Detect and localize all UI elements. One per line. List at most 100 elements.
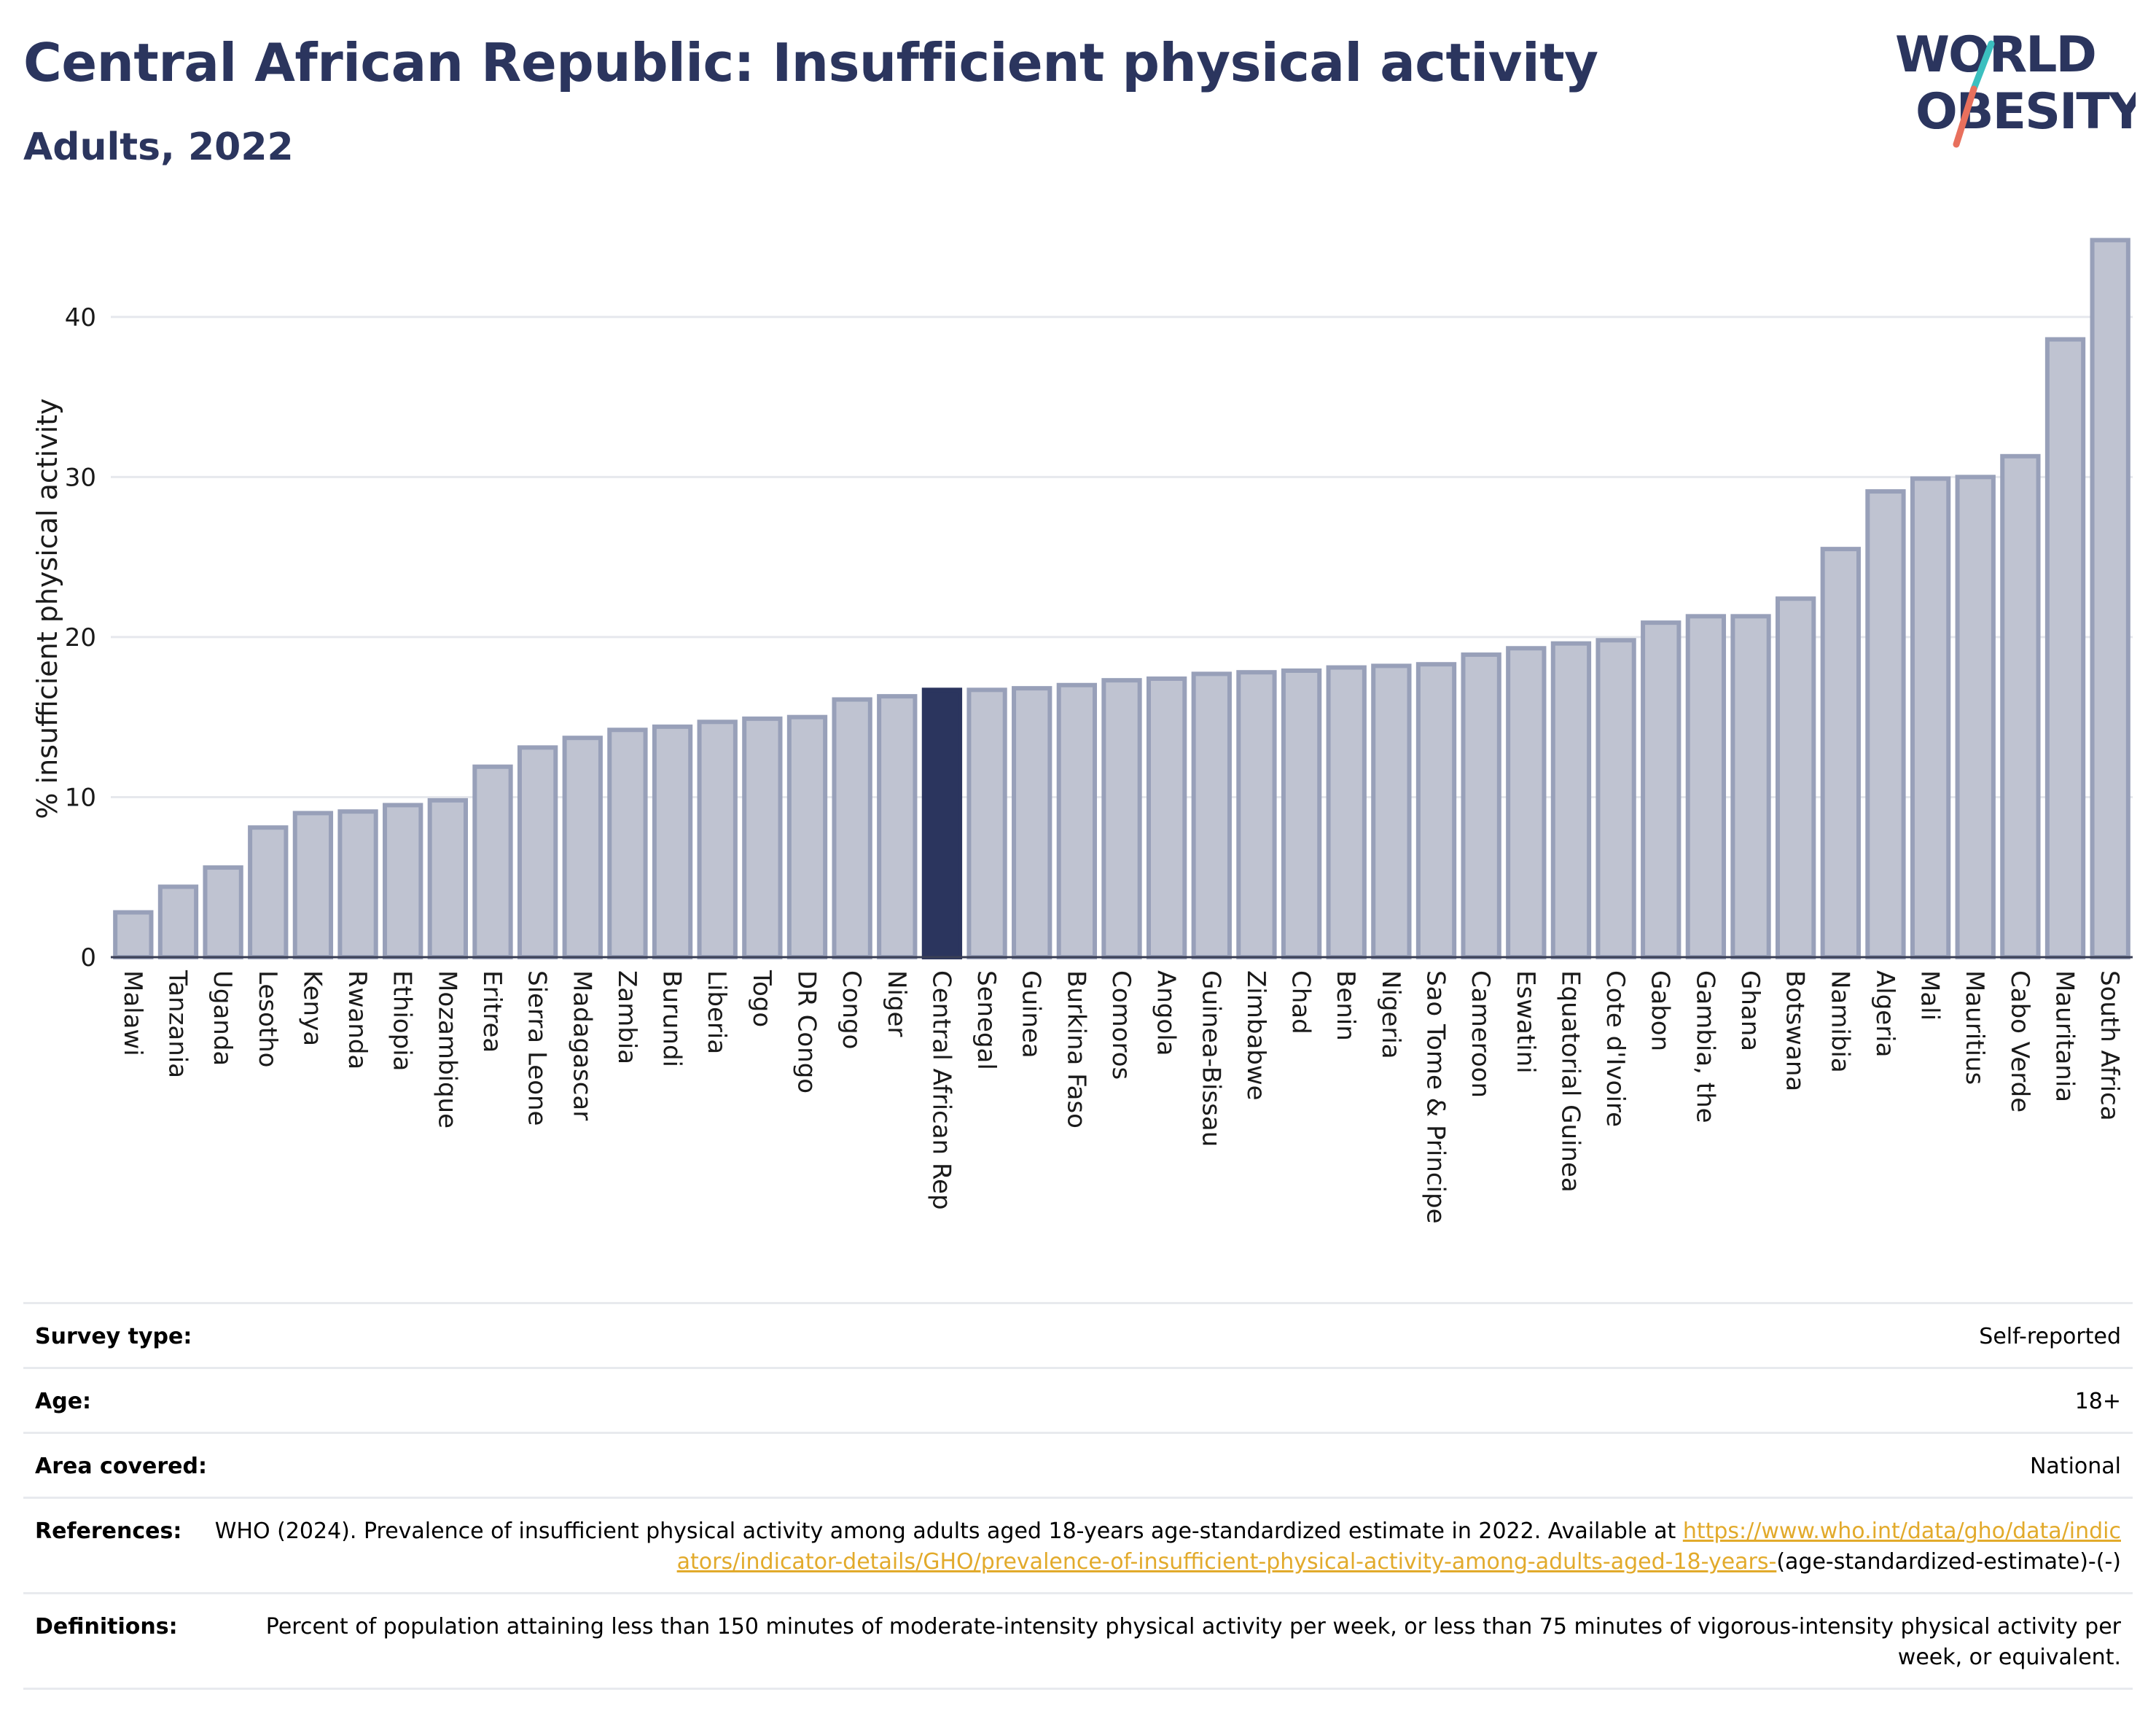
x-tick-label: Malawi xyxy=(118,970,147,1056)
bar xyxy=(1461,652,1501,959)
references-text: WHO (2024). Prevalence of insufficient p… xyxy=(214,1518,1676,1544)
x-tick-label: Cote d'Ivoire xyxy=(1601,970,1630,1127)
x-tick-label: Rwanda xyxy=(343,970,372,1069)
bar xyxy=(1236,670,1277,959)
bar xyxy=(2090,238,2130,959)
x-tick-label: Madagascar xyxy=(567,970,596,1120)
x-tick-label: Guinea-Bissau xyxy=(1196,970,1225,1147)
x-tick-label: Angola xyxy=(1152,970,1181,1056)
bar-highlighted xyxy=(921,687,963,959)
definitions-value: Percent of population attaining less tha… xyxy=(265,1614,2121,1670)
x-tick-label: Kenya xyxy=(297,970,327,1046)
area-value: National xyxy=(2029,1454,2121,1479)
bar xyxy=(1056,682,1098,959)
x-tick-label: Botswana xyxy=(1781,970,1810,1091)
bar xyxy=(1910,476,1951,960)
bar xyxy=(1101,678,1142,959)
bar xyxy=(248,825,289,959)
x-tick-label: Ethiopia xyxy=(388,970,417,1071)
x-tick-label: Senegal xyxy=(972,970,1001,1070)
bar-chart: 0 10 20 30 40 Malawi Tanzania Uganda Lesotho Ken… xyxy=(31,238,2133,1224)
age-value: 18+ xyxy=(2074,1389,2121,1414)
references-suffix: (age-standardized-estimate)-(-) xyxy=(1776,1549,2121,1575)
x-tick-label: Uganda xyxy=(208,970,237,1066)
x-tick-label: Burkina Faso xyxy=(1061,970,1090,1128)
x-tick-label: Gambia, the xyxy=(1690,970,1719,1123)
bar xyxy=(517,745,558,959)
x-tick-label: Gabon xyxy=(1646,970,1675,1051)
bar xyxy=(472,764,513,959)
x-tick-label: Nigeria xyxy=(1376,970,1405,1059)
bar xyxy=(292,811,334,960)
bar xyxy=(337,809,378,960)
bar xyxy=(1506,646,1547,959)
x-tick-label: Mali xyxy=(1915,970,1945,1021)
survey-type-label: Survey type: xyxy=(35,1324,192,1349)
bar xyxy=(113,910,154,959)
bar xyxy=(427,798,468,960)
x-tick-label: Cameroon xyxy=(1466,970,1495,1098)
x-tick-label: Benin xyxy=(1331,970,1360,1041)
x-tick-label: South Africa xyxy=(2095,970,2124,1121)
bar xyxy=(832,697,872,959)
bar xyxy=(157,884,199,960)
info-row-area: Area covered: National xyxy=(23,1432,2133,1497)
bar xyxy=(1146,676,1187,959)
references-link[interactable]: https://www.who.int/data/gho/data/indica… xyxy=(676,1518,2121,1575)
bar xyxy=(1012,686,1052,959)
info-row-references: References: WHO (2024). Prevalence of in… xyxy=(23,1497,2133,1592)
x-tick-label: Mozambique xyxy=(432,970,461,1128)
bar xyxy=(652,724,693,960)
bar xyxy=(877,694,918,959)
bar xyxy=(1730,614,1771,959)
logo-slash-coral xyxy=(1953,85,1977,148)
bar xyxy=(2044,337,2086,959)
definitions-label: Definitions: xyxy=(35,1614,178,1640)
x-tick-label: Ghana xyxy=(1735,970,1765,1051)
page-title: Central African Republic: Insufficient p… xyxy=(23,32,1598,93)
bar xyxy=(1550,641,1592,959)
x-tick-label: Equatorial Guinea xyxy=(1555,970,1585,1193)
bar xyxy=(786,714,828,960)
bar xyxy=(1326,665,1367,959)
x-tick-label: DR Congo xyxy=(792,970,821,1093)
x-tick-label: Chad xyxy=(1286,970,1316,1034)
bar xyxy=(1641,620,1682,960)
x-tick-label: Eritrea xyxy=(477,970,507,1053)
info-row-definitions: Definitions: Percent of population attai… xyxy=(23,1592,2133,1690)
x-tick-label: Burundi xyxy=(657,970,687,1067)
x-tick-label: Lesotho xyxy=(253,970,282,1067)
x-tick-label: Liberia xyxy=(702,970,731,1054)
age-label: Age: xyxy=(35,1389,92,1414)
page-subtitle: Adults, 2022 xyxy=(23,125,294,169)
x-tick-label: Namibia xyxy=(1825,970,1854,1073)
bar xyxy=(1595,638,1636,960)
bar xyxy=(1865,489,1906,959)
bar xyxy=(203,865,243,959)
logo-word-obesity: OBESITY xyxy=(1915,83,2136,141)
x-tick-label: Congo xyxy=(837,970,866,1049)
references-label: References: xyxy=(35,1518,182,1544)
y-tick-label: 0 xyxy=(80,943,96,972)
bar xyxy=(1776,596,1816,959)
x-tick-label: Eswatini xyxy=(1511,970,1540,1074)
bar xyxy=(742,716,783,960)
x-tick-label: Togo xyxy=(747,970,776,1027)
bar xyxy=(2000,453,2041,959)
info-row-age: Age: 18+ xyxy=(23,1367,2133,1432)
info-table: Survey type: Self-reported Age: 18+ Area… xyxy=(23,1302,2133,1690)
bar xyxy=(1820,547,1861,959)
x-tick-label: Zimbabwe xyxy=(1241,970,1270,1101)
chart-bars xyxy=(113,238,2130,960)
x-tick-label: Cabo Verde xyxy=(2005,970,2034,1112)
y-tick-label: 40 xyxy=(65,303,96,332)
bar xyxy=(1371,663,1412,959)
bar xyxy=(1415,662,1457,959)
bar xyxy=(1191,671,1232,959)
world-obesity-logo: WORLD OBESITY xyxy=(1895,26,2136,148)
bar xyxy=(562,736,603,959)
bar xyxy=(607,728,648,960)
y-tick-label: 20 xyxy=(65,623,96,652)
x-tick-label: Sao Tome & Principe xyxy=(1421,970,1450,1224)
bar xyxy=(1281,668,1322,959)
